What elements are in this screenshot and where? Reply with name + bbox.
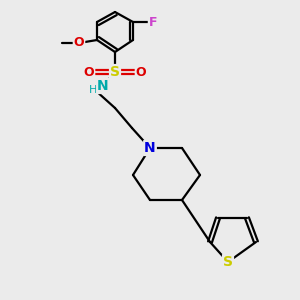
Text: N: N (144, 141, 156, 155)
Text: O: O (84, 65, 94, 79)
Text: O: O (74, 37, 84, 50)
Text: S: S (223, 255, 233, 269)
Text: F: F (149, 16, 157, 28)
Text: O: O (136, 65, 146, 79)
Text: N: N (97, 79, 109, 93)
Text: S: S (110, 65, 120, 79)
Text: H: H (89, 85, 97, 95)
